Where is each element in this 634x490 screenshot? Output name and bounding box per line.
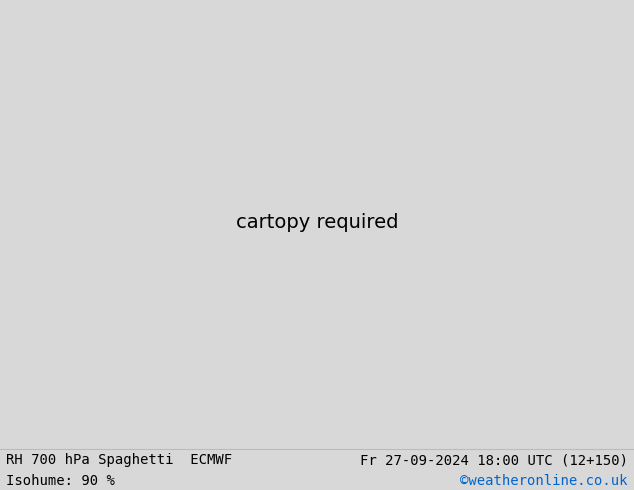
Text: Fr 27-09-2024 18:00 UTC (12+150): Fr 27-09-2024 18:00 UTC (12+150)	[359, 453, 628, 467]
Text: Isohume: 90 %: Isohume: 90 %	[6, 474, 115, 488]
Text: RH 700 hPa Spaghetti  ECMWF: RH 700 hPa Spaghetti ECMWF	[6, 453, 233, 467]
Text: cartopy required: cartopy required	[236, 214, 398, 232]
Text: ©weatheronline.co.uk: ©weatheronline.co.uk	[460, 474, 628, 488]
